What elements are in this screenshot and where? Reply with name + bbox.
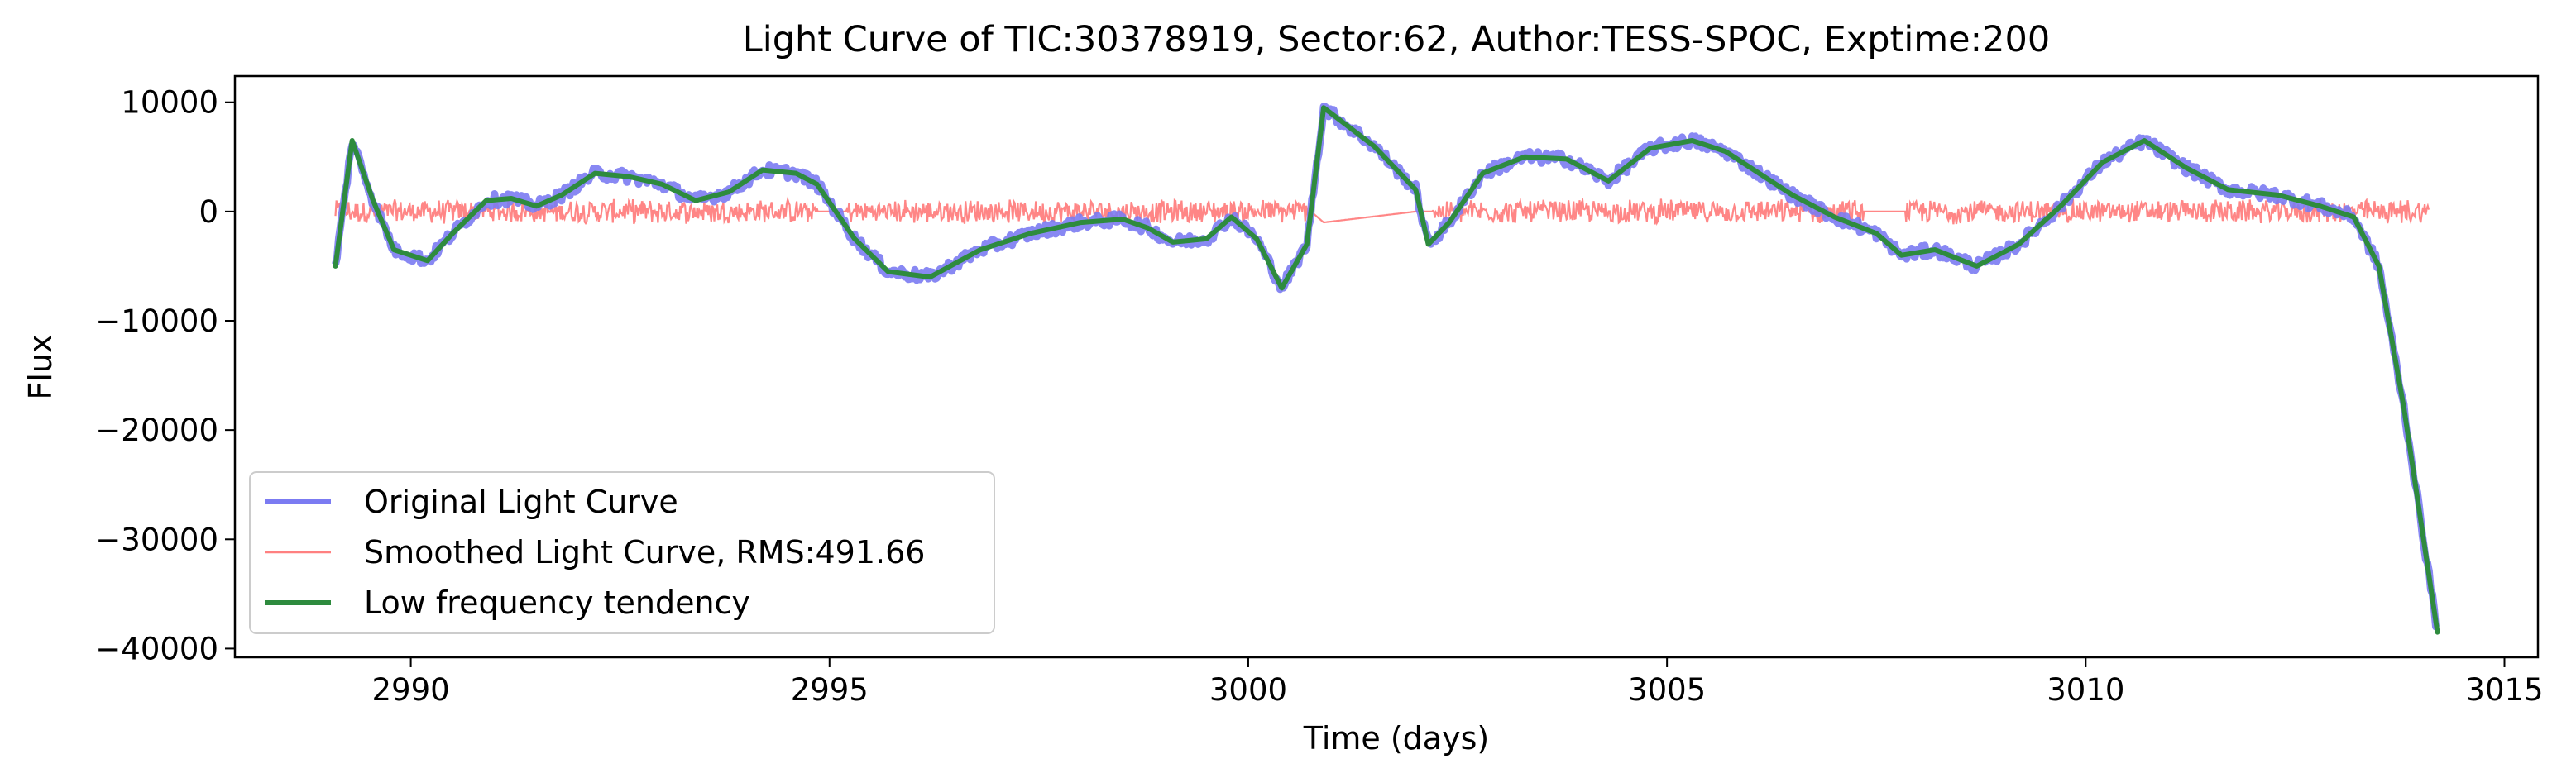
y-axis: 10000 0 −10000 −20000 −30000 −40000 <box>95 85 235 666</box>
x-tick-label: 3005 <box>1628 672 1706 708</box>
legend-box <box>249 471 995 634</box>
x-tick-label: 3015 <box>2465 672 2543 708</box>
legend-label-smoothed: Smoothed Light Curve, RMS:491.66 <box>364 534 925 570</box>
x-tick-label: 2990 <box>372 672 450 708</box>
series-low-frequency-tendency <box>333 105 2440 635</box>
x-tick-label: 2995 <box>791 672 869 708</box>
chart-title: Light Curve of TIC:30378919, Sector:62, … <box>743 19 2050 60</box>
y-tick-label: −30000 <box>95 522 218 557</box>
plot-frame <box>233 74 2540 659</box>
legend-label-original: Original Light Curve <box>364 484 678 520</box>
x-tick-label: 3010 <box>2047 672 2124 708</box>
legend: Original Light Curve Smoothed Light Curv… <box>249 471 995 634</box>
series-smoothed-light-curve <box>334 196 2430 226</box>
y-tick-label: −10000 <box>95 303 218 339</box>
series-layer <box>332 103 2440 635</box>
y-axis-label: Flux <box>22 335 59 400</box>
legend-label-low-frequency: Low frequency tendency <box>364 585 750 621</box>
y-tick-label: 10000 <box>121 85 218 121</box>
y-tick-label: 0 <box>199 194 218 230</box>
y-tick-label: −40000 <box>95 631 218 666</box>
x-tick-label: 3000 <box>1209 672 1287 708</box>
x-axis-label: Time (days) <box>1303 720 1489 757</box>
y-tick-label: −20000 <box>95 413 218 448</box>
x-axis: 2990 2995 3000 3005 3010 3015 <box>372 657 2544 708</box>
